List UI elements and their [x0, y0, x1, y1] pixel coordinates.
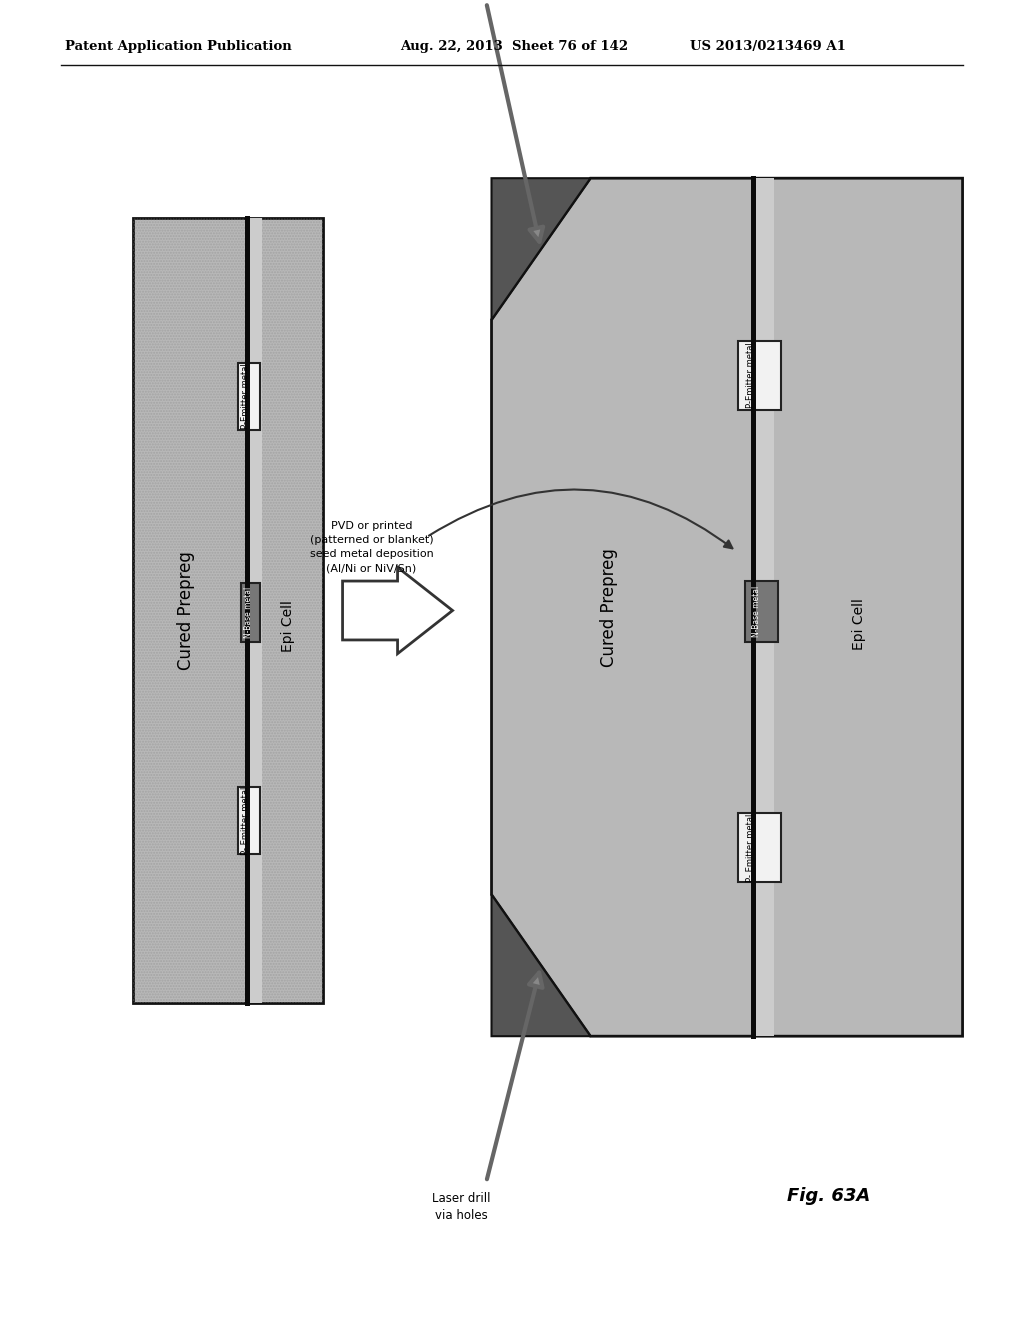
Text: N-Base metal: N-Base metal: [753, 586, 761, 638]
Text: Aug. 22, 2013  Sheet 76 of 142: Aug. 22, 2013 Sheet 76 of 142: [400, 40, 628, 53]
Bar: [492, 178, 963, 1036]
Bar: [133, 218, 323, 1003]
Polygon shape: [492, 895, 591, 1036]
Text: Cured Prepreg: Cured Prepreg: [600, 548, 618, 667]
Polygon shape: [343, 568, 453, 653]
Bar: [753, 178, 774, 1036]
Bar: [241, 583, 260, 642]
Bar: [133, 218, 323, 1003]
Text: P-Emitter metal: P-Emitter metal: [241, 363, 250, 429]
Text: Epi Cell: Epi Cell: [852, 598, 866, 651]
Polygon shape: [492, 178, 591, 319]
Text: Cured Prepreg: Cured Prepreg: [177, 550, 196, 671]
Bar: [238, 787, 260, 854]
Bar: [238, 363, 260, 430]
Bar: [744, 581, 777, 642]
Text: P- Emitter metal: P- Emitter metal: [241, 787, 250, 855]
Text: P-Emitter metal: P-Emitter metal: [746, 343, 756, 408]
Text: N-Base metal: N-Base metal: [244, 587, 253, 638]
Text: US 2013/0213469 A1: US 2013/0213469 A1: [690, 40, 846, 53]
Text: PVD or printed
(patterned or blanket)
seed metal deposition
(Al/Ni or NiV/Sn): PVD or printed (patterned or blanket) se…: [309, 521, 433, 573]
Text: Patent Application Publication: Patent Application Publication: [65, 40, 292, 53]
Text: Epi Cell: Epi Cell: [282, 601, 296, 652]
Text: P- Emitter metal: P- Emitter metal: [746, 813, 756, 882]
Text: Laser drill
via holes: Laser drill via holes: [432, 1192, 490, 1222]
Bar: [738, 813, 780, 882]
Bar: [738, 342, 780, 409]
Text: Fig. 63A: Fig. 63A: [786, 1187, 870, 1205]
Bar: [247, 218, 262, 1003]
Polygon shape: [492, 178, 963, 1036]
